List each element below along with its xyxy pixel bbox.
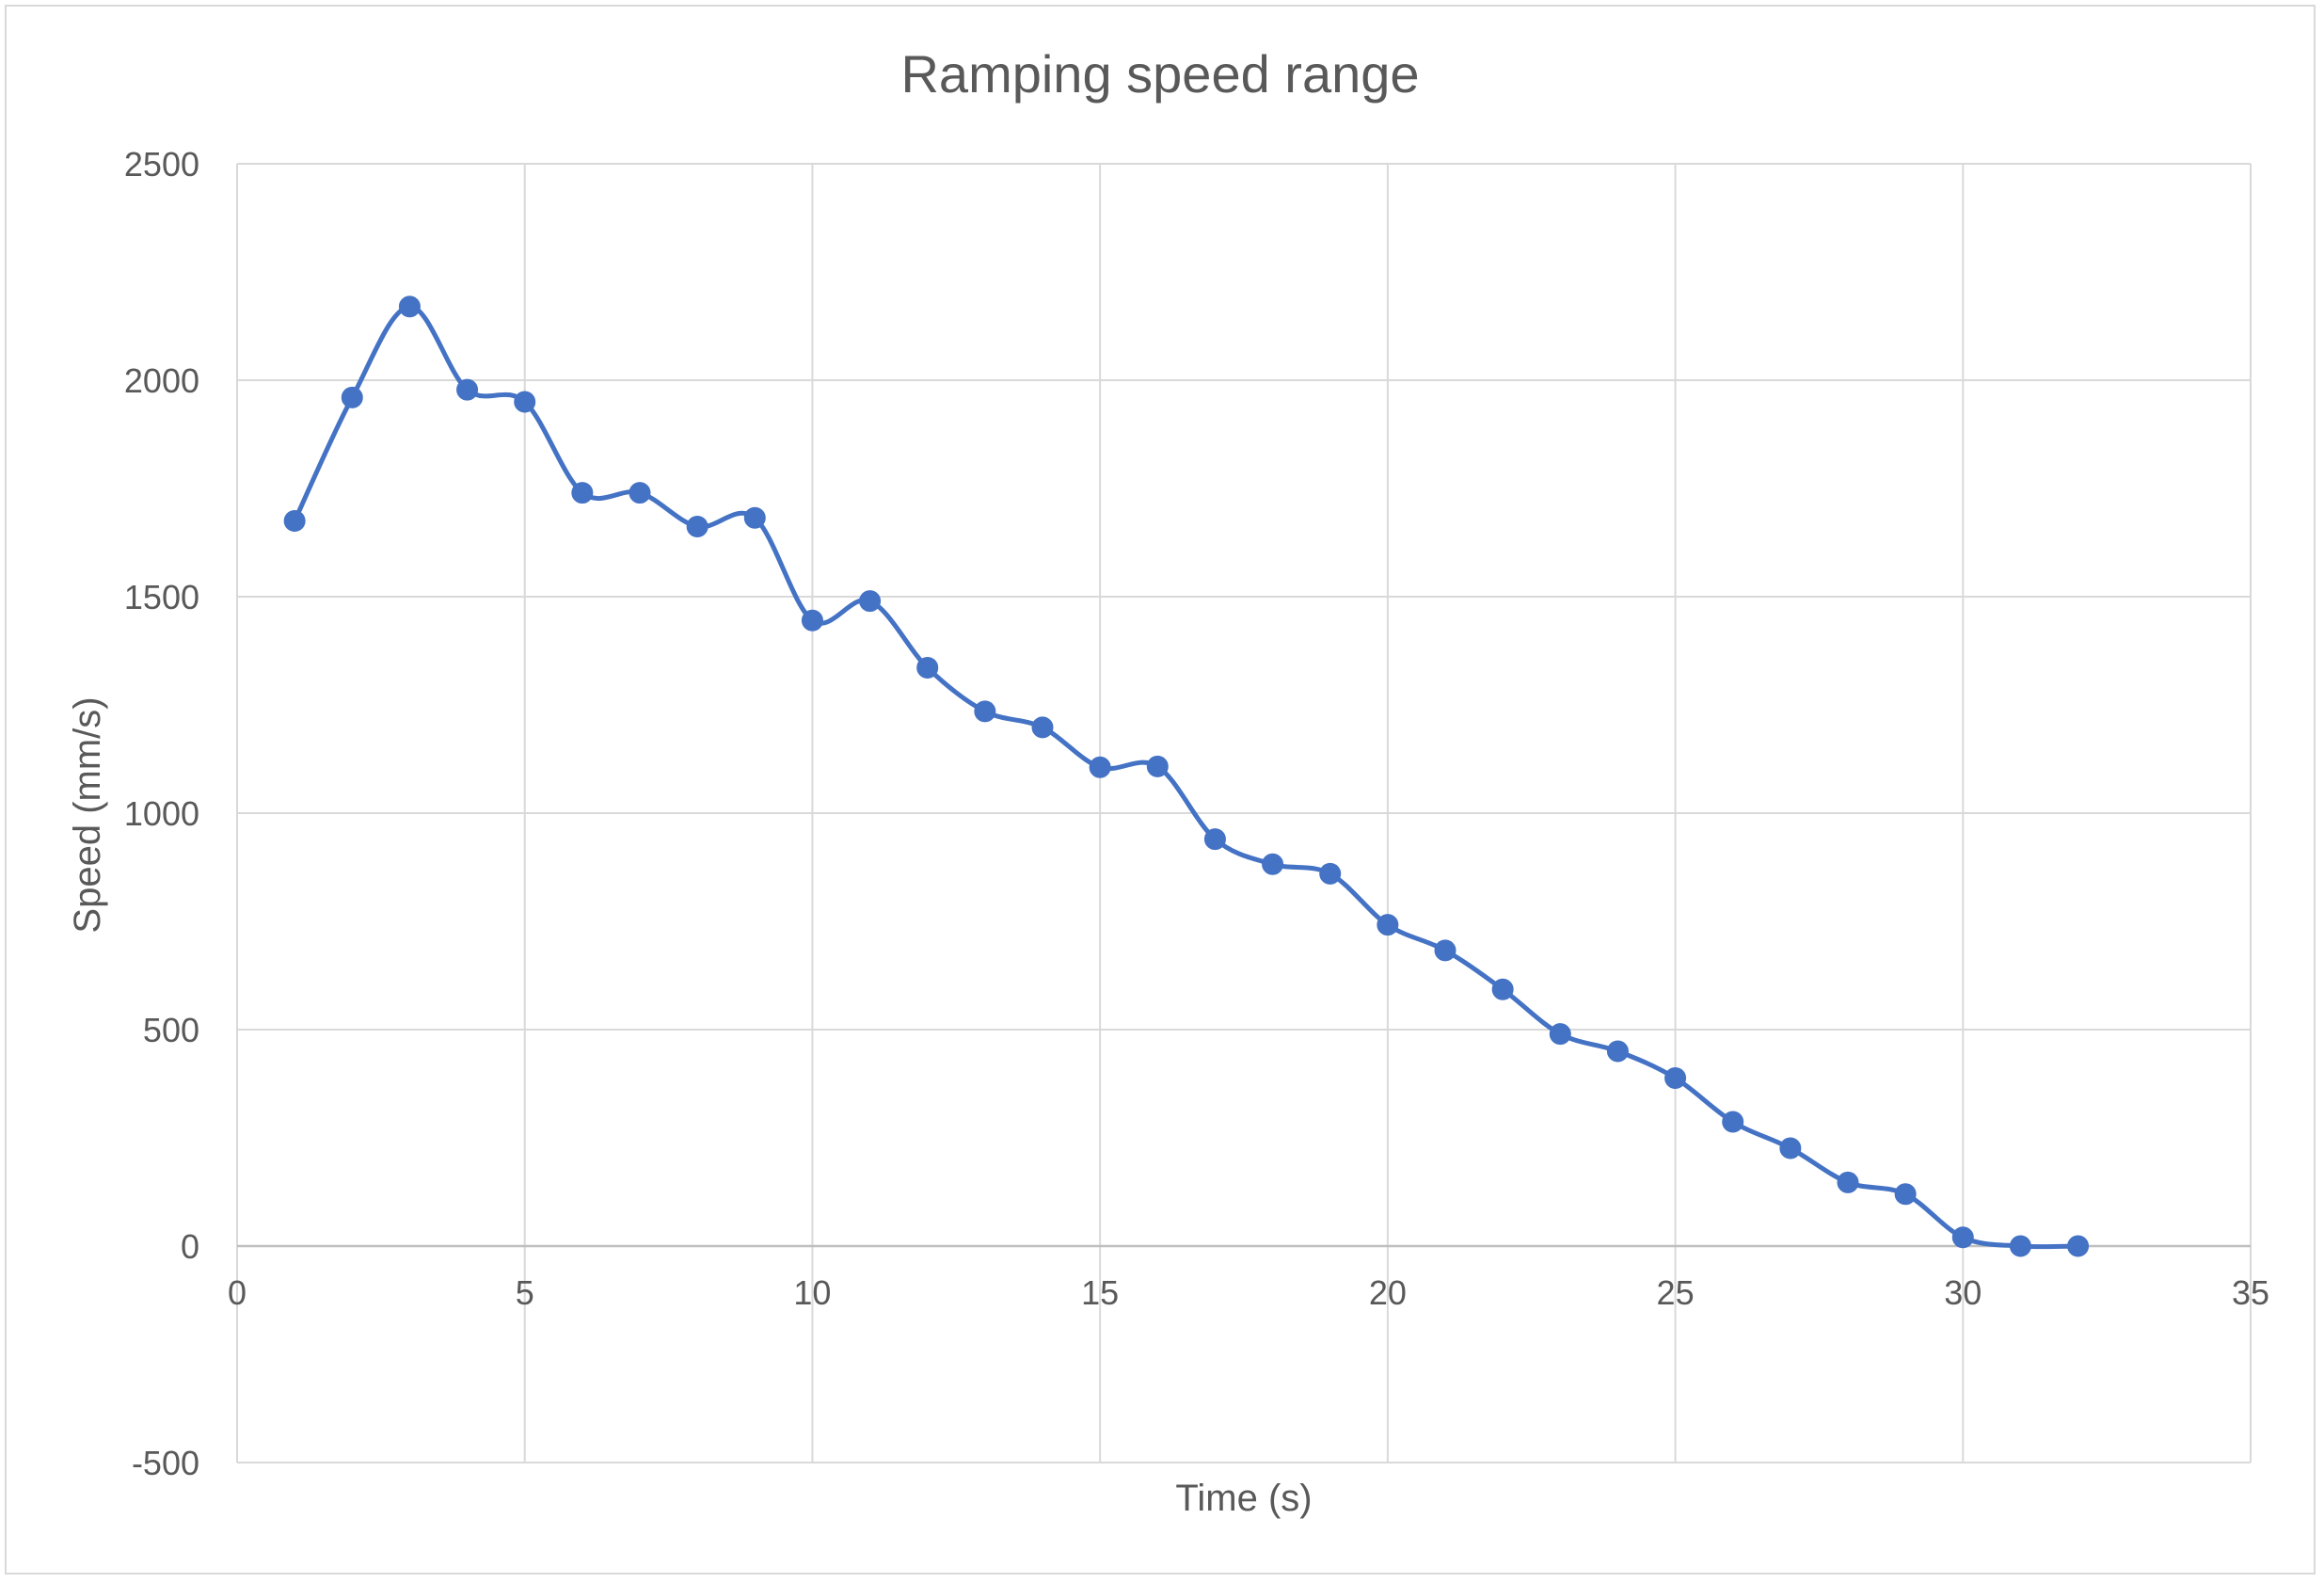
x-tick-label: 5 — [516, 1273, 534, 1312]
data-point — [1664, 1067, 1687, 1090]
data-point — [916, 656, 939, 679]
y-tick-label: 2000 — [124, 361, 199, 400]
data-point — [1262, 853, 1284, 875]
x-tick-label: 30 — [1944, 1273, 1982, 1312]
data-point — [1951, 1226, 1974, 1249]
data-point — [1319, 862, 1342, 885]
data-point — [801, 609, 823, 632]
data-point — [1491, 978, 1514, 1000]
y-axis-title: Speed (mm/s) — [67, 696, 108, 933]
data-point — [514, 391, 536, 413]
y-tick-label: 2500 — [124, 145, 199, 184]
data-point — [1549, 1023, 1571, 1046]
data-point — [283, 510, 306, 532]
chart-frame — [5, 5, 2316, 1575]
data-point — [2067, 1235, 2090, 1257]
tick-labels: 0 5 10 15 20 25 30 35 -500 0 500 1000 1500 2000 2500 — [124, 145, 2269, 1482]
x-tick-label: 20 — [1369, 1273, 1407, 1312]
data-point — [1089, 756, 1111, 778]
data-point — [743, 506, 766, 529]
data-point — [1837, 1171, 1859, 1193]
data-point — [1377, 914, 1399, 936]
gridlines — [236, 163, 2252, 1463]
data-point — [1894, 1183, 1917, 1206]
data-point — [571, 482, 594, 504]
y-tick-label: 500 — [143, 1011, 199, 1049]
y-tick-label: 1000 — [124, 794, 199, 833]
x-tick-label: 0 — [228, 1273, 247, 1312]
y-tick-label: 0 — [181, 1227, 199, 1266]
series-line — [292, 304, 2081, 1250]
data-point — [629, 482, 651, 504]
x-tick-label: 10 — [793, 1273, 831, 1312]
chart-title: Ramping speed range — [900, 44, 1419, 104]
x-tick-label: 15 — [1081, 1273, 1119, 1312]
data-point — [2009, 1235, 2031, 1257]
data-point — [1146, 755, 1169, 777]
data-points — [283, 296, 2090, 1257]
data-point — [341, 386, 363, 408]
data-point — [1722, 1111, 1744, 1133]
data-point — [1434, 939, 1456, 962]
data-point — [1031, 716, 1054, 739]
y-tick-label: -500 — [132, 1444, 199, 1482]
data-point — [686, 515, 708, 537]
y-tick-label: 1500 — [124, 578, 199, 616]
data-point — [1779, 1137, 1802, 1159]
data-point — [1606, 1040, 1629, 1063]
x-tick-label: 35 — [2232, 1273, 2269, 1312]
data-point — [456, 378, 479, 401]
data-point — [398, 296, 421, 318]
data-point — [974, 700, 996, 723]
x-tick-label: 25 — [1657, 1273, 1695, 1312]
x-axis-title: Time (s) — [1175, 1478, 1312, 1519]
data-point — [859, 590, 882, 613]
data-point — [1203, 828, 1226, 851]
